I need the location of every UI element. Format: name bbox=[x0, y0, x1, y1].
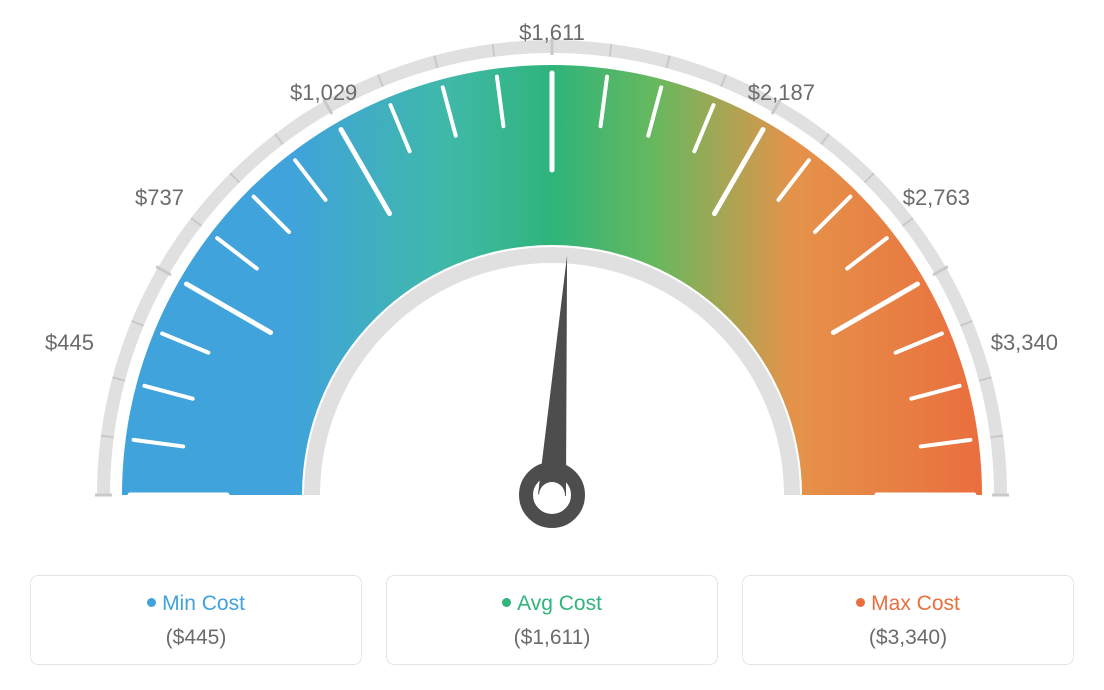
legend-title-min: Min Cost bbox=[41, 592, 351, 616]
legend-label-avg: Avg Cost bbox=[517, 592, 602, 615]
legend-card-max: Max Cost ($3,340) bbox=[742, 575, 1074, 665]
gauge-tick-label: $1,029 bbox=[290, 80, 357, 106]
legend-label-max: Max Cost bbox=[871, 592, 960, 615]
gauge-tick-label: $3,340 bbox=[991, 330, 1058, 356]
gauge-tick-label: $445 bbox=[45, 330, 94, 356]
legend-title-max: Max Cost bbox=[753, 592, 1063, 616]
dot-icon bbox=[147, 598, 156, 607]
legend-title-avg: Avg Cost bbox=[397, 592, 707, 616]
legend-card-avg: Avg Cost ($1,611) bbox=[386, 575, 718, 665]
gauge-tick-label: $2,763 bbox=[903, 185, 970, 211]
legend-row: Min Cost ($445) Avg Cost ($1,611) Max Co… bbox=[30, 575, 1074, 665]
gauge-tick-label: $737 bbox=[135, 185, 184, 211]
gauge-area: $445 $737 $1,029 $1,611 $2,187 $2,763 $3,340 bbox=[0, 0, 1104, 560]
gauge-tick-label: $2,187 bbox=[748, 80, 815, 106]
dot-icon bbox=[856, 598, 865, 607]
gauge-svg bbox=[0, 0, 1104, 560]
cost-gauge-container: $445 $737 $1,029 $1,611 $2,187 $2,763 $3,340 M… bbox=[0, 0, 1104, 690]
dot-icon bbox=[502, 598, 511, 607]
legend-value-max: ($3,340) bbox=[753, 626, 1063, 650]
legend-card-min: Min Cost ($445) bbox=[30, 575, 362, 665]
gauge-tick-label: $1,611 bbox=[519, 20, 585, 46]
legend-value-avg: ($1,611) bbox=[397, 626, 707, 650]
legend-label-min: Min Cost bbox=[162, 592, 245, 615]
legend-value-min: ($445) bbox=[41, 626, 351, 650]
